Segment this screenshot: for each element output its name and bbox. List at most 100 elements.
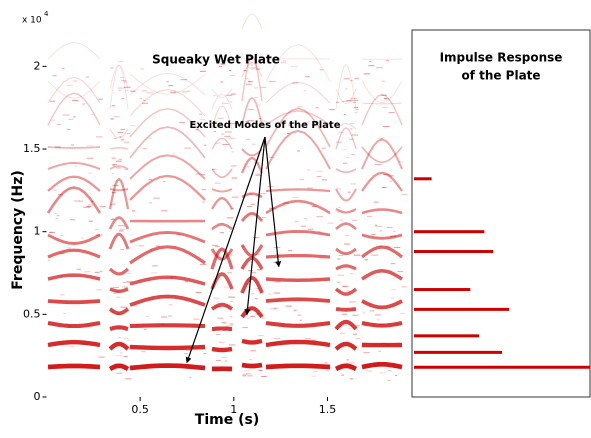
spectral-noise [213,131,216,132]
spectral-noise [133,305,137,306]
spectral-band [212,169,232,177]
spectral-noise [231,94,235,95]
spectral-band [242,278,262,293]
spectral-noise [149,138,152,139]
spectral-noise [307,169,310,170]
spectral-noise [217,223,224,224]
spectral-band [212,198,232,209]
spectral-noise [350,128,352,129]
spectral-band [266,201,330,213]
spectral-noise [353,315,359,316]
spectral-band [48,275,100,279]
spectral-band [362,271,402,279]
spectral-noise [113,165,116,166]
spectral-noise [322,179,327,180]
spectral-noise [116,373,122,374]
spectral-band [362,301,402,307]
spectral-noise [170,92,176,93]
spectral-band [212,329,232,330]
spectral-noise [202,202,205,203]
spectral-noise [215,183,221,184]
spectral-noise [301,226,306,227]
spectral-noise [319,259,326,260]
spectral-noise [246,139,250,140]
spectral-band [130,73,205,95]
spectral-noise [229,252,231,253]
spectral-noise [354,255,361,256]
spectral-band [266,256,330,257]
spectral-noise [58,194,63,195]
spectral-noise [394,247,400,248]
spectral-noise [387,227,393,228]
spectral-noise [112,185,118,186]
spectral-noise [248,270,253,271]
spectral-noise [124,81,128,82]
spectral-noise [116,167,121,168]
spectral-noise [250,316,255,317]
spectral-noise [247,375,252,376]
spectral-noise [246,373,251,374]
impulse-line [414,351,502,354]
spectral-noise [274,338,280,339]
spectral-noise [67,129,71,130]
spectral-band [362,235,402,238]
spectral-noise [124,286,127,287]
spectral-noise [169,304,173,305]
spectral-band [266,279,330,280]
spectral-noise [79,201,83,202]
spectral-noise [249,194,252,195]
spectral-noise [119,159,122,160]
spectral-noise [219,342,225,343]
spectral-band [336,344,356,349]
spectral-noise [342,325,347,326]
spectral-noise [246,78,249,79]
spectral-noise [350,273,353,274]
spectral-noise [342,286,348,287]
spectral-noise [353,334,357,335]
spectral-band [110,289,128,291]
spectral-noise [196,292,202,293]
spectral-noise [316,171,323,172]
spectral-noise [354,78,358,79]
spectral-noise [391,298,394,299]
spectral-noise [88,173,92,174]
spectral-noise [383,174,389,175]
spectral-noise [344,244,350,245]
spectral-noise [125,90,128,91]
spectral-noise [384,98,387,99]
spectral-noise [121,98,124,99]
spectral-noise [313,371,317,372]
spectral-noise [112,192,116,193]
spectral-noise [52,120,56,121]
spectral-noise [248,216,251,217]
spectral-noise [338,275,345,276]
spectral-noise [63,115,70,116]
spectral-noise [50,232,53,233]
spectral-noise [250,350,256,351]
spectral-band [212,349,232,350]
spectral-noise [388,380,391,381]
spectral-noise [214,298,220,299]
spectral-noise [318,231,321,232]
spectral-noise [337,290,341,291]
spectral-noise [114,291,119,292]
spectral-band [130,347,205,348]
spectral-noise [86,145,93,146]
spectral-noise [297,151,300,152]
spectral-noise [232,197,239,198]
spectral-band [336,128,356,149]
spectral-noise [141,351,146,352]
spectral-noise [127,340,130,341]
spectral-noise [387,246,391,247]
spectral-noise [230,301,233,302]
spectral-noise [187,91,191,92]
spectral-noise [352,135,358,136]
spectral-noise [244,283,250,284]
spectral-noise [57,124,62,125]
impulse-line [414,230,484,233]
spectral-noise [401,194,407,195]
spectral-noise [60,235,64,236]
spectral-noise [380,230,383,231]
spectral-noise [338,207,341,208]
spectral-band [212,189,232,192]
